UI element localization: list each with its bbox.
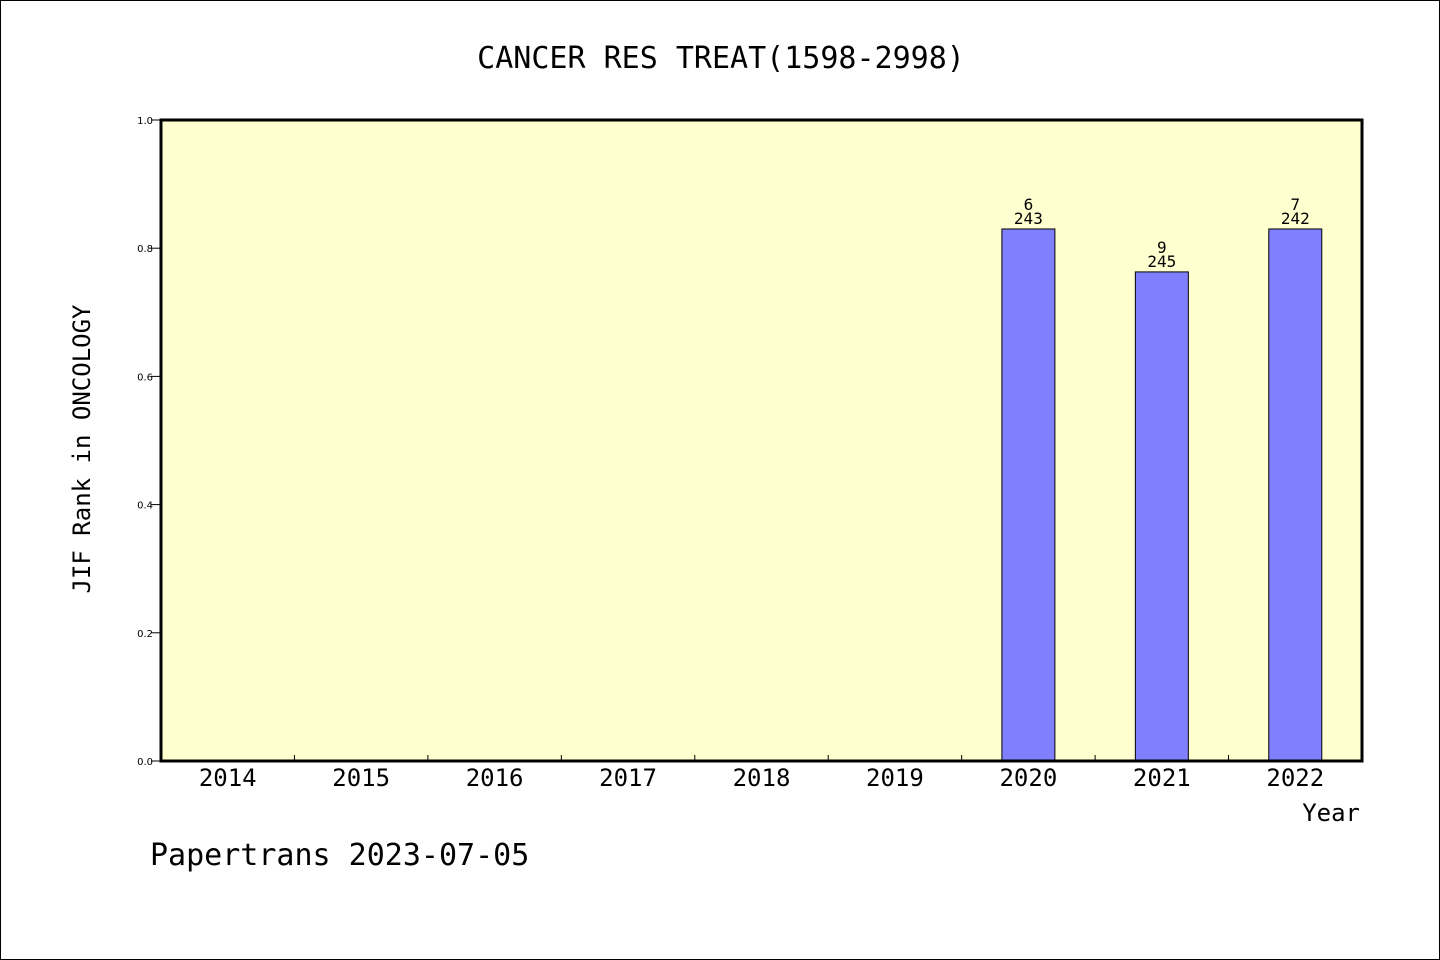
x-tick-label: 2017 — [599, 764, 657, 792]
bar-total-label: 242 — [1281, 209, 1310, 228]
bar-2021 — [1134, 271, 1189, 762]
footer-watermark: Papertrans 2023-07-05 — [150, 838, 529, 873]
x-tick-label: 2021 — [1133, 764, 1191, 792]
plot-border — [159, 118, 1364, 763]
y-tick-label: 0.2 — [137, 629, 153, 640]
bar-2022 — [1268, 228, 1323, 762]
bar-total-label: 245 — [1147, 252, 1176, 271]
bar-2020 — [1001, 228, 1056, 762]
y-tick-label: 0.6 — [137, 372, 153, 383]
bar-total-label: 243 — [1014, 209, 1043, 228]
x-tick-label: 2016 — [466, 764, 524, 792]
bar-rank-label: 7 — [1290, 195, 1300, 214]
y-tick-label: 0.4 — [137, 501, 153, 512]
x-tick-label: 2020 — [999, 764, 1057, 792]
bar-rank-label: 9 — [1157, 238, 1167, 257]
x-tick-label: 2018 — [733, 764, 791, 792]
x-axis-label: Year — [1302, 799, 1360, 827]
chart-title: CANCER RES TREAT(1598-2998) — [477, 41, 965, 76]
y-tick-label: 1.0 — [137, 116, 153, 127]
bar-rank-label: 6 — [1024, 195, 1034, 214]
x-tick-label: 2015 — [332, 764, 390, 792]
x-tick-label: 2019 — [866, 764, 924, 792]
x-tick-label: 2022 — [1266, 764, 1324, 792]
y-axis-label: JIF Rank in ONCOLOGY — [68, 304, 96, 594]
y-axis-ticks: 0.0 0.2 0.4 0.6 0.8 1.0 — [137, 116, 161, 768]
y-tick-label: 0.0 — [137, 757, 153, 768]
x-axis-ticks: 2014 2015 2016 2017 2018 2019 2020 2021 2022 — [199, 755, 1324, 792]
x-tick-label: 2014 — [199, 764, 257, 792]
y-tick-label: 0.8 — [137, 244, 153, 255]
